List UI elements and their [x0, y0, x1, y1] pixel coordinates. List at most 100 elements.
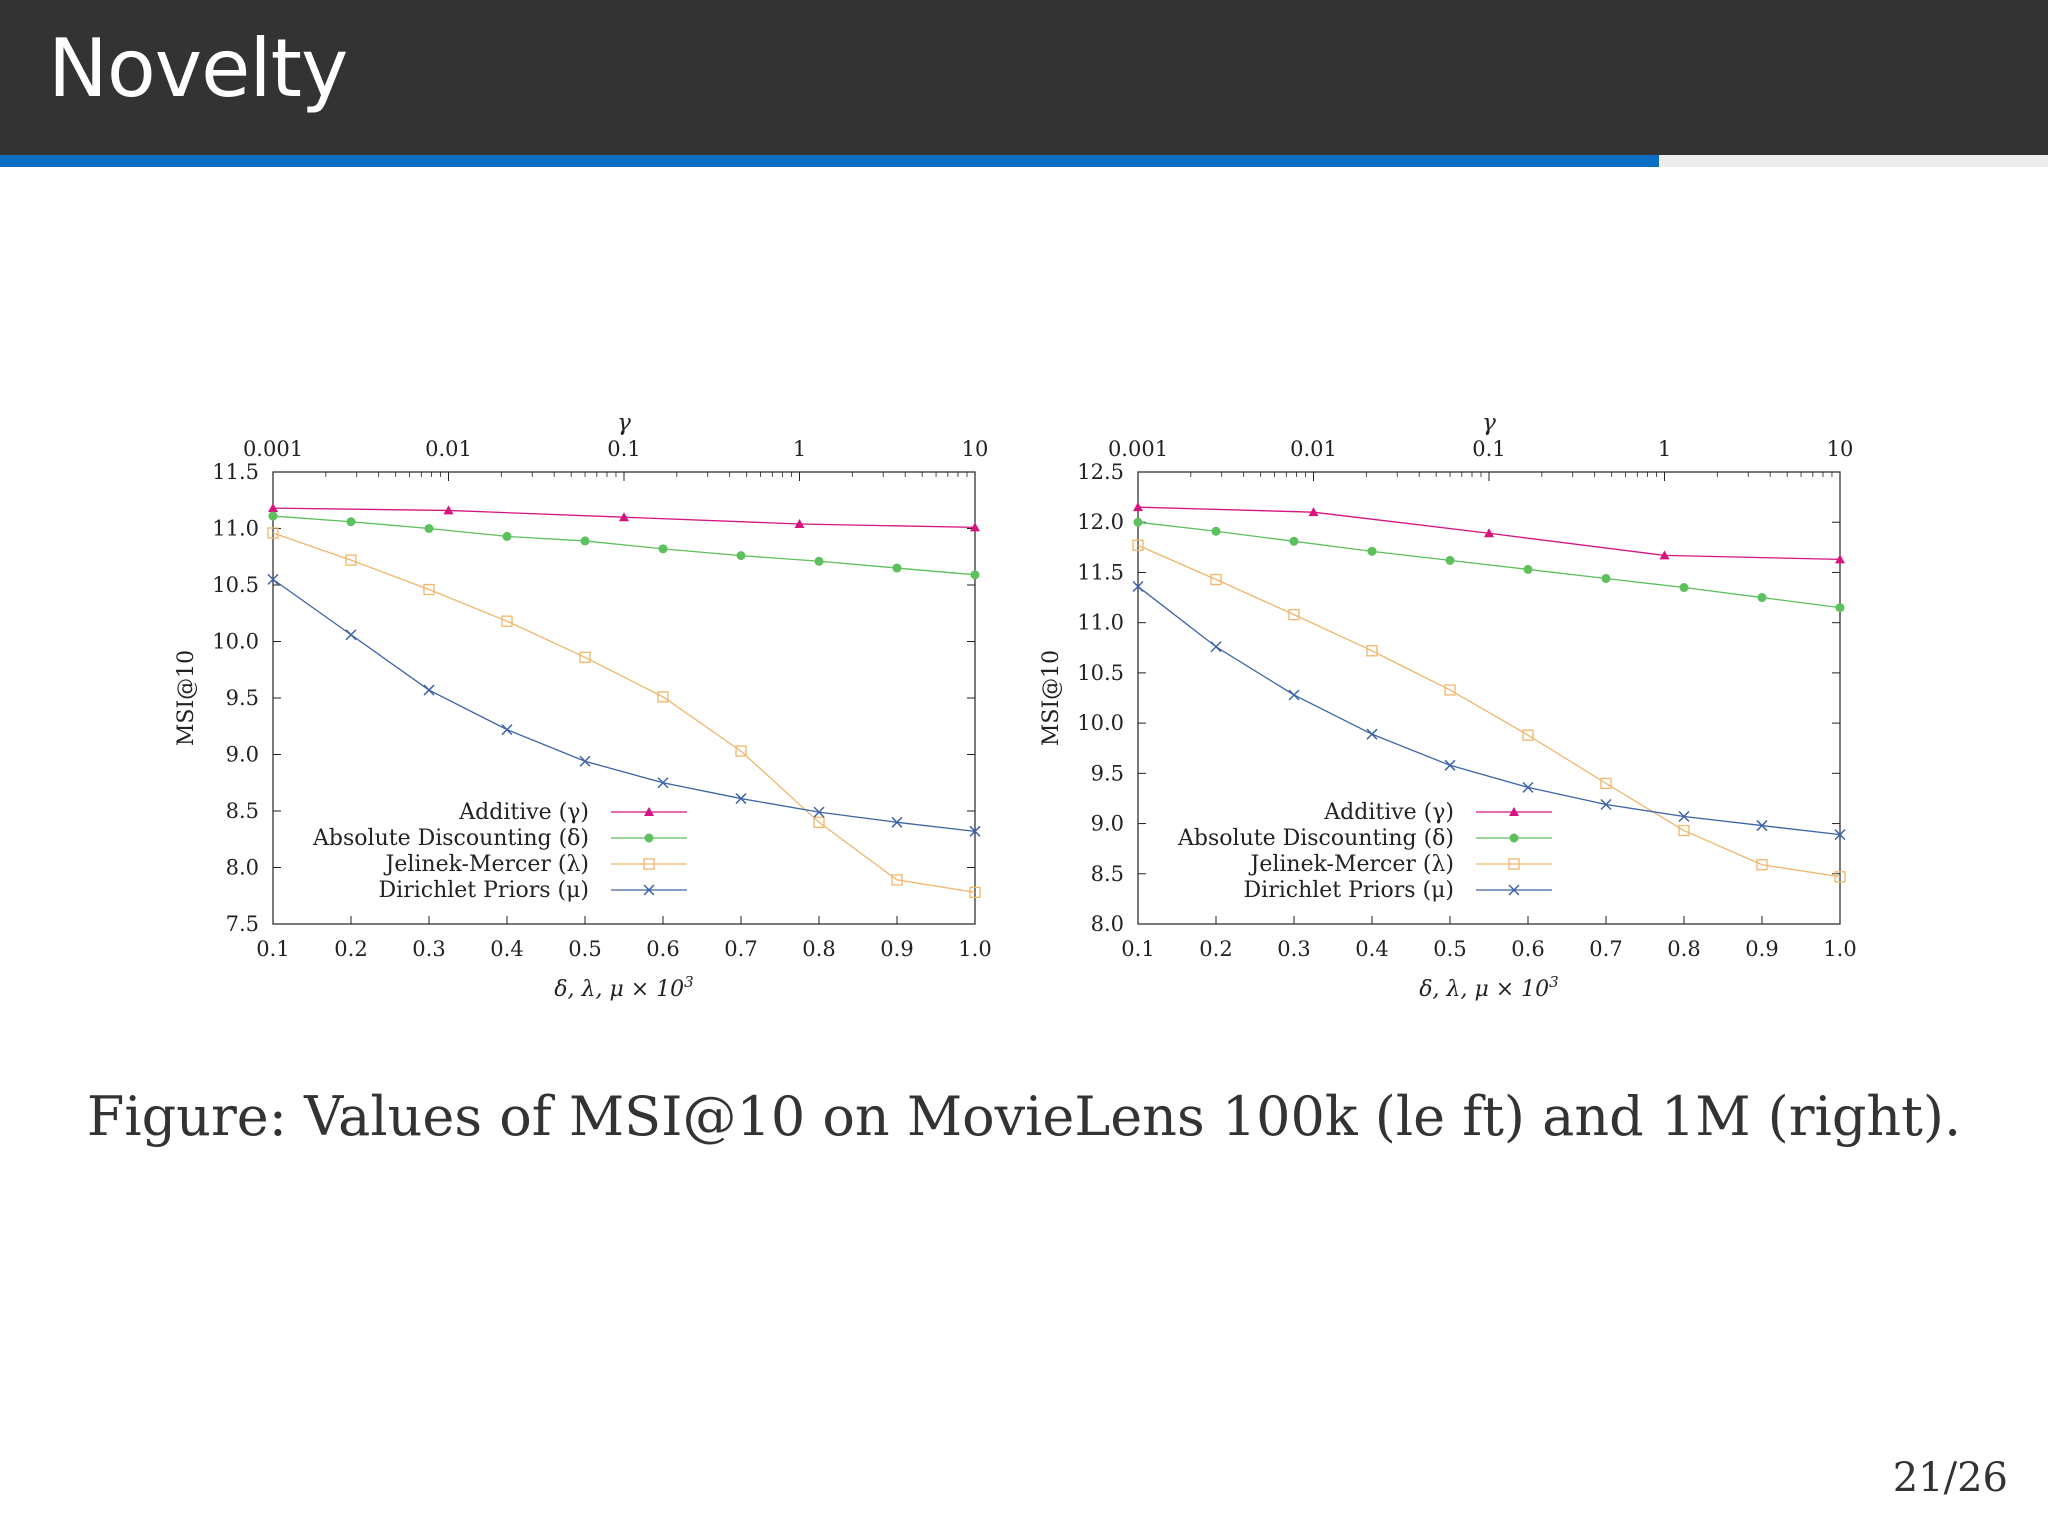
data-point: [1678, 810, 1690, 823]
series-cross: [267, 573, 981, 837]
legend-marker: [1509, 807, 1519, 816]
top-tick-label: 0.1: [607, 437, 640, 461]
data-point: [1600, 798, 1612, 811]
y-tick-label: 11.5: [1077, 560, 1124, 584]
data-point: [268, 503, 278, 513]
figure-caption: Figure: Values of MSI@10 on MovieLens 10…: [86, 1085, 1962, 1148]
y-tick-label: 9.5: [1091, 761, 1124, 785]
data-point: [619, 512, 629, 522]
data-point: [1289, 536, 1299, 546]
data-point: [1210, 573, 1222, 586]
y-tick-label: 9.5: [226, 686, 259, 710]
chart-svg-left: 0.1 0.2 0.3 0.4 0.5 0.6 0.7 0.8 0.9 1.0 7.5 8.0 8.5 9…: [174, 410, 992, 1002]
data-point: [1211, 526, 1221, 536]
legend-label: Additive (γ): [458, 800, 589, 825]
data-point: [423, 583, 435, 596]
series-circle: [268, 511, 980, 580]
data-point: [1659, 550, 1670, 560]
data-point: [1756, 820, 1768, 832]
data-point: [736, 551, 746, 561]
x-tick-label: 0.1: [256, 937, 289, 961]
y-tick-label: 10.5: [212, 573, 259, 597]
data-point: [1600, 777, 1612, 790]
x-axis-label-exponent: 3: [684, 973, 694, 991]
series-line: [1137, 585, 1841, 836]
data-point: [969, 886, 981, 899]
top-tick-label: 0.01: [425, 437, 472, 461]
data-point: [1288, 689, 1300, 701]
data-point: [1210, 641, 1222, 653]
top-tick-label: 1: [1658, 437, 1671, 461]
x-tick-label: 0.3: [1277, 937, 1310, 961]
data-point: [1133, 502, 1143, 512]
data-point: [1133, 517, 1143, 527]
x-tick-label: 0.5: [568, 937, 601, 961]
y-tick-label: 9.0: [226, 743, 259, 767]
legend-marker: [644, 833, 654, 843]
data-point: [423, 684, 435, 696]
series-line: [272, 532, 976, 894]
top-tick-label: 1: [793, 437, 806, 461]
data-point: [891, 816, 903, 828]
data-point: [345, 554, 357, 566]
legend-label: Jelinek-Mercer (λ): [384, 852, 590, 877]
data-point: [1484, 528, 1494, 538]
legend-label: Jelinek-Mercer (λ): [1249, 852, 1455, 877]
data-point: [1678, 824, 1690, 837]
y-tick-label: 7.5: [226, 912, 259, 936]
y-tick-label: 8.0: [1091, 912, 1124, 936]
progress-bar: [0, 155, 2048, 167]
data-point: [1523, 564, 1533, 574]
data-point: [424, 524, 434, 533]
legend-label: Absolute Discounting (δ): [312, 826, 589, 851]
legend-label: Additive (γ): [1323, 800, 1454, 825]
data-point: [267, 573, 279, 585]
data-point: [1444, 759, 1456, 771]
data-point: [813, 816, 825, 828]
top-axis-label: γ: [1482, 410, 1496, 436]
data-point: [1835, 554, 1845, 564]
data-point: [794, 518, 805, 528]
plot-frame: [272, 471, 976, 925]
series-square: [1132, 539, 1846, 883]
y-tick-label: 11.0: [212, 517, 259, 541]
series-cross: [1132, 580, 1846, 841]
x-tick-label: 0.2: [1199, 937, 1232, 961]
legend-marker: [1508, 858, 1520, 870]
x-tick-label: 0.4: [490, 937, 523, 961]
data-point: [891, 874, 903, 886]
data-point: [1834, 829, 1846, 841]
legend-marker: [1509, 833, 1519, 843]
chart-movielens-1m: 0.1 0.2 0.3 0.4 0.5 0.6 0.7 0.8 0.9 1.0 8.0 8.5 9.0 9…: [1010, 400, 1870, 1020]
x-tick-label: 0.2: [334, 937, 367, 961]
legend-marker: [1508, 884, 1520, 896]
legend-marker: [643, 858, 655, 870]
data-point: [1679, 583, 1689, 593]
data-point: [657, 691, 669, 703]
x-tick-label: 0.4: [1355, 937, 1388, 961]
x-tick-label: 0.8: [1667, 937, 1700, 961]
series-triangle: [268, 503, 980, 532]
data-point: [1444, 684, 1456, 696]
data-point: [268, 511, 278, 521]
y-axis-label: MSI@10: [174, 650, 199, 746]
data-point: [1367, 546, 1377, 556]
data-point: [501, 724, 513, 736]
top-tick-label: 0.001: [243, 437, 303, 461]
data-point: [1445, 555, 1455, 565]
data-point: [1601, 573, 1611, 583]
data-point: [1308, 507, 1319, 517]
data-point: [1132, 580, 1144, 593]
top-tick-label: 0.1: [1472, 437, 1505, 461]
data-point: [1835, 603, 1845, 613]
data-point: [346, 517, 356, 527]
x-tick-label: 0.7: [724, 937, 757, 961]
slide-title: Novelty: [48, 22, 348, 115]
data-point: [345, 629, 357, 641]
y-tick-label: 12.5: [1077, 460, 1124, 484]
data-point: [502, 531, 512, 541]
y-tick-label: 10.0: [212, 630, 259, 654]
y-tick-label: 12.0: [1077, 510, 1124, 534]
x-axis-label: δ, λ, μ × 103: [1419, 973, 1558, 1002]
data-point: [1366, 645, 1378, 657]
